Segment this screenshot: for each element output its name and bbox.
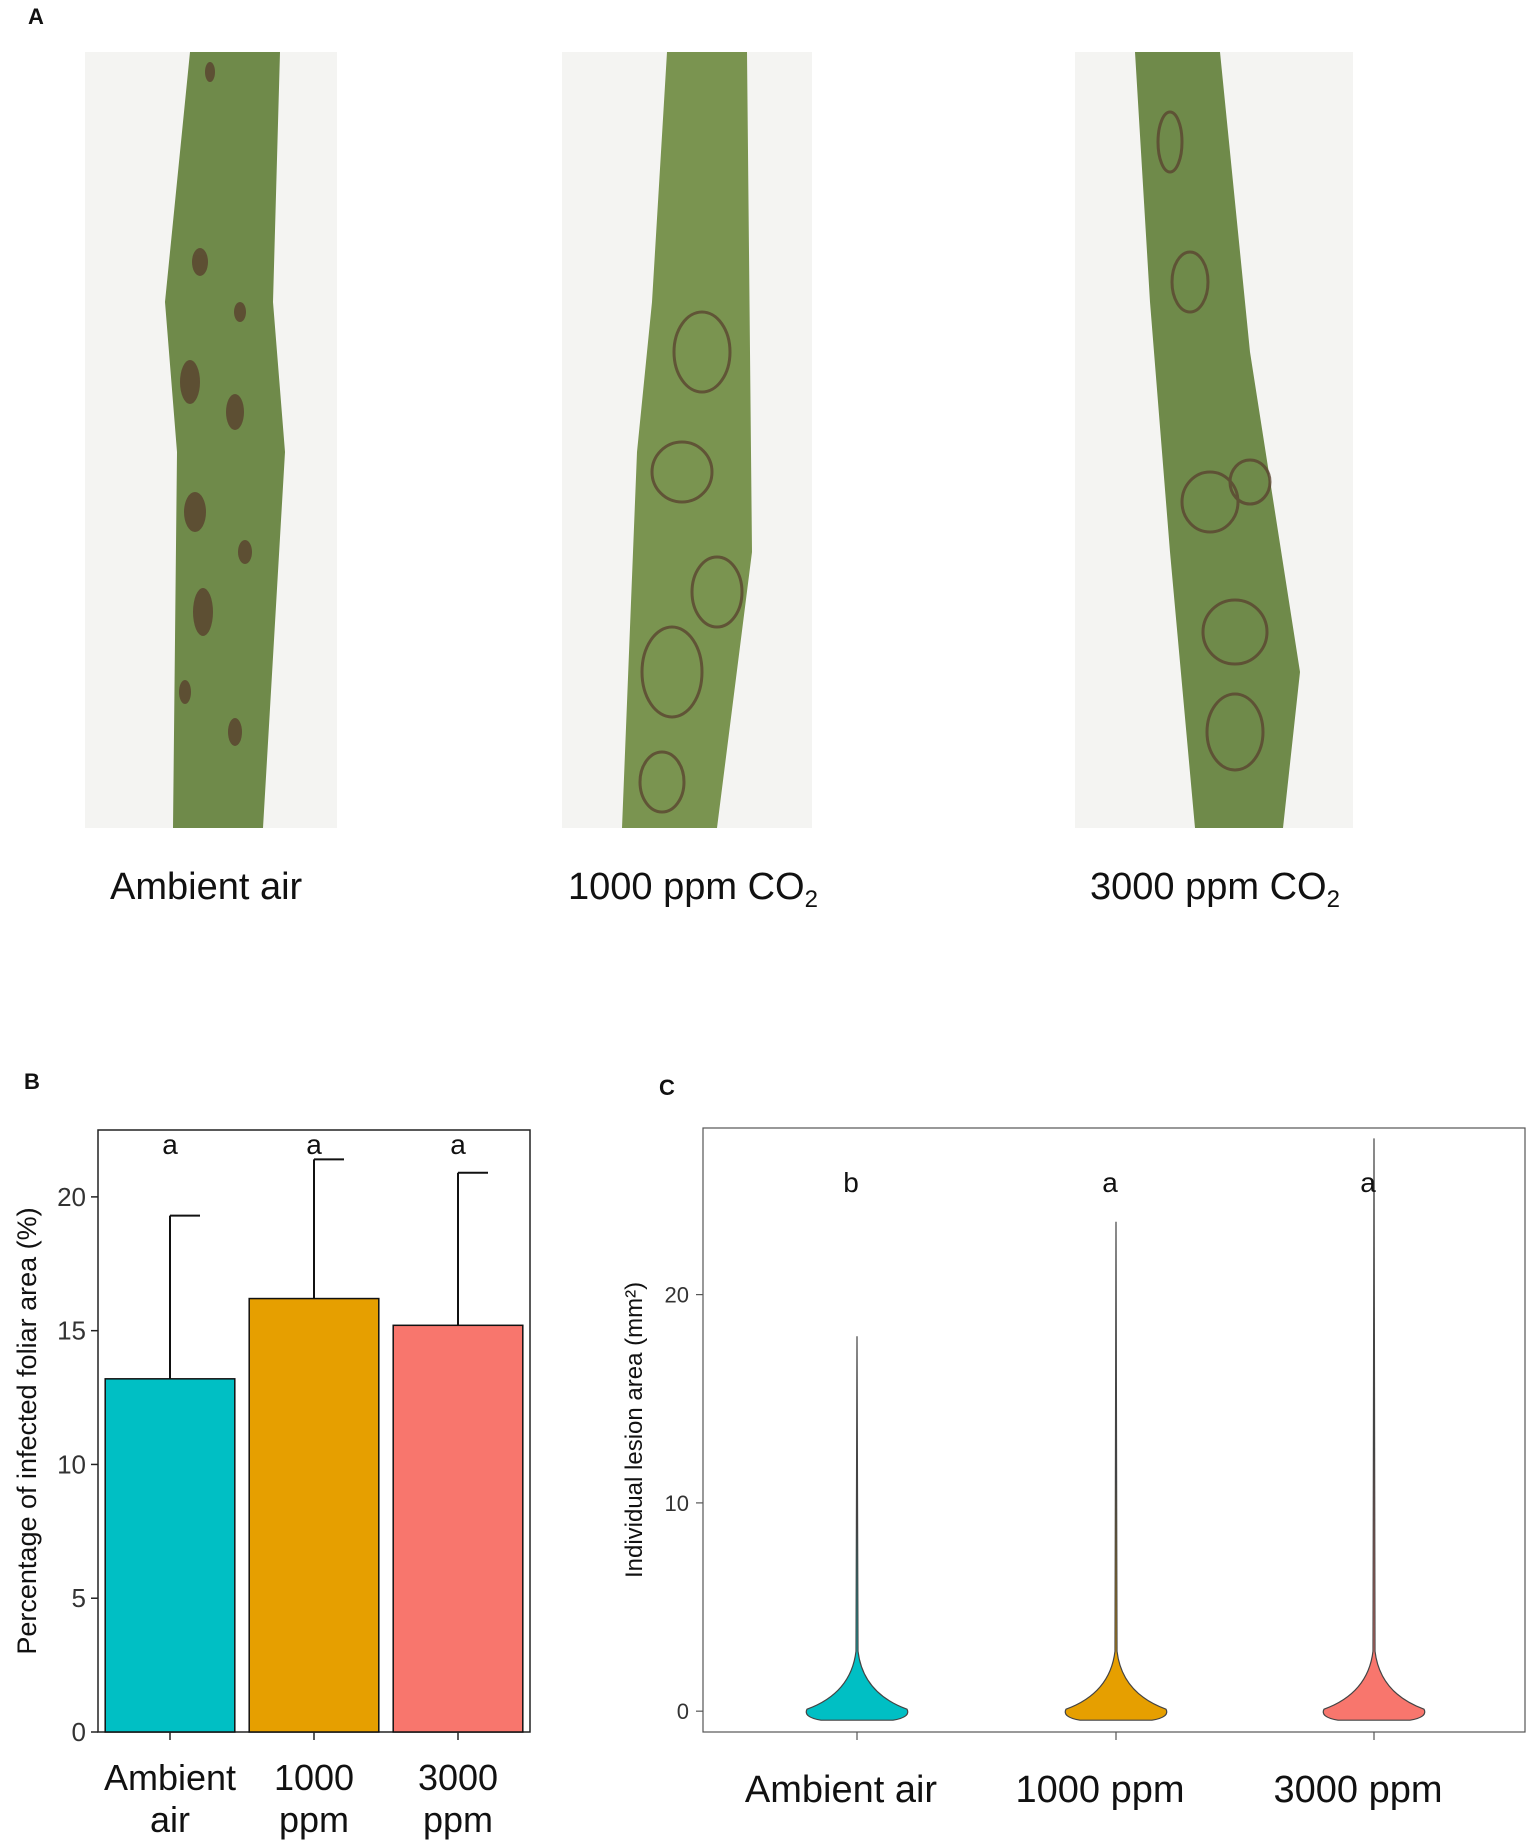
bar <box>392 1324 524 1733</box>
y-tick-label: 15 <box>57 1316 86 1346</box>
y-tick-label: 10 <box>57 1449 86 1479</box>
y-tick-label: 0 <box>677 1699 689 1724</box>
x-tick-label-line: Ambient <box>104 1757 236 1798</box>
x-tick-label: Ambient air <box>745 1769 938 1811</box>
violin <box>1064 1221 1168 1721</box>
x-tick-label: 1000 ppm <box>1015 1769 1184 1811</box>
significance-label: a <box>306 1129 322 1160</box>
significance-label: b <box>843 1167 859 1198</box>
y-tick-label: 10 <box>665 1491 689 1516</box>
significance-label: a <box>450 1129 466 1160</box>
y-axis-title: Individual lesion area (mm²) <box>621 1282 648 1578</box>
significance-label: a <box>1102 1167 1118 1198</box>
violin <box>1322 1138 1426 1721</box>
x-tick-label-line: ppm <box>279 1799 349 1840</box>
panel-label-b: B <box>24 1069 40 1094</box>
significance-label: a <box>162 1129 178 1160</box>
y-tick-label: 20 <box>665 1283 689 1308</box>
x-tick-label-line: 3000 <box>418 1757 498 1798</box>
x-tick-label: 3000 ppm <box>1273 1769 1442 1811</box>
x-tick-label-line: 1000 <box>274 1757 354 1798</box>
leaf-photo-3000ppm <box>1075 52 1353 828</box>
bar <box>104 1378 236 1733</box>
y-axis-title: Percentage of infected foliar area (%) <box>12 1207 42 1654</box>
leaf-caption-1000ppm: 1000 ppm CO2 <box>568 866 818 913</box>
leaf-photo-ambient <box>85 52 337 828</box>
panel-label-a: A <box>28 4 44 29</box>
leaf-photo-1000ppm <box>562 52 812 828</box>
violin <box>805 1336 909 1721</box>
leaf-caption-ambient: Ambient air <box>110 866 303 908</box>
panel-label-c: C <box>659 1075 675 1100</box>
bar <box>248 1297 380 1733</box>
y-tick-label: 20 <box>57 1182 86 1212</box>
violin-chart: 0 10 20 b Ambient air a 1000 ppm a 3000 ppm Indiv… <box>621 1127 1526 1811</box>
x-tick-label-line: air <box>150 1799 190 1840</box>
y-tick-label: 5 <box>72 1583 86 1613</box>
significance-label: a <box>1360 1167 1376 1198</box>
y-tick-label: 0 <box>72 1717 86 1747</box>
x-tick-label: Ambient air <box>104 1757 236 1840</box>
plot-frame <box>702 1127 1526 1733</box>
x-tick-label: 1000 ppm <box>274 1757 354 1840</box>
x-tick-label-line: ppm <box>423 1799 493 1840</box>
x-tick-label: 3000 ppm <box>418 1757 498 1840</box>
leaf-caption-3000ppm: 3000 ppm CO2 <box>1090 866 1340 913</box>
